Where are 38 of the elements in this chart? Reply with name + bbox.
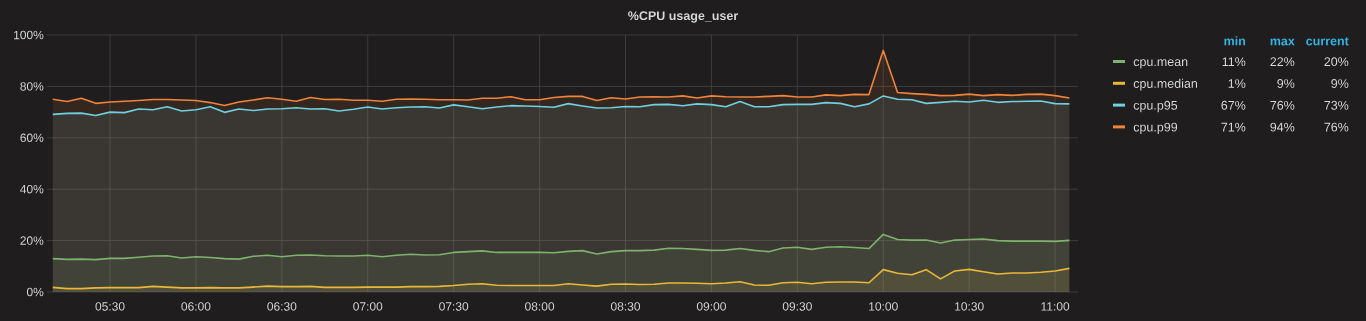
text: min	[1224, 36, 1246, 46]
y-tick-label: 40%	[20, 184, 44, 194]
legend-label: cpu.p95	[1133, 100, 1178, 113]
x-tick-label: 07:00	[353, 302, 383, 311]
x-tick-label: 09:00	[696, 302, 726, 311]
y-tick-label: 80%	[20, 82, 44, 91]
text: 9%	[1331, 79, 1349, 88]
x-tick-label: 06:30	[267, 302, 297, 311]
text: 20%	[1324, 57, 1349, 67]
text: 71%	[1221, 122, 1246, 132]
legend-label: cpu.p99	[1133, 122, 1178, 134]
text: 9%	[1277, 79, 1295, 88]
x-tick-label: 11:00	[1041, 302, 1070, 311]
text: 76%	[1270, 100, 1295, 110]
legend-label: cpu.mean	[1133, 59, 1188, 69]
text: 1%	[1228, 79, 1246, 88]
x-tick-label: 09:30	[782, 302, 812, 311]
y-tick-label: 0%	[26, 287, 44, 297]
chart-title: %CPU usage_user	[628, 11, 739, 23]
legend-label: cpu.median	[1133, 78, 1198, 91]
x-tick-label: 06:00	[181, 302, 211, 311]
x-tick-label: 08:30	[610, 302, 641, 311]
y-tick-label: 20%	[20, 236, 44, 245]
y-tick-label: 60%	[20, 133, 44, 143]
text: max	[1270, 38, 1295, 46]
x-tick-label: 07:30	[439, 302, 469, 311]
x-tick-label: 10:30	[955, 302, 984, 311]
text: 73%	[1324, 100, 1349, 110]
x-tick-label: 08:00	[525, 302, 555, 311]
x-tick-label: 05:30	[95, 302, 125, 311]
text: 22%	[1270, 57, 1295, 67]
text: 94%	[1270, 122, 1295, 132]
text: 67%	[1221, 100, 1246, 110]
x-tick-label: 10:00	[869, 302, 898, 311]
text: current	[1306, 37, 1349, 46]
text: 11%	[1222, 57, 1246, 67]
y-tick-label: 100%	[14, 30, 44, 40]
text: 76%	[1324, 122, 1349, 132]
